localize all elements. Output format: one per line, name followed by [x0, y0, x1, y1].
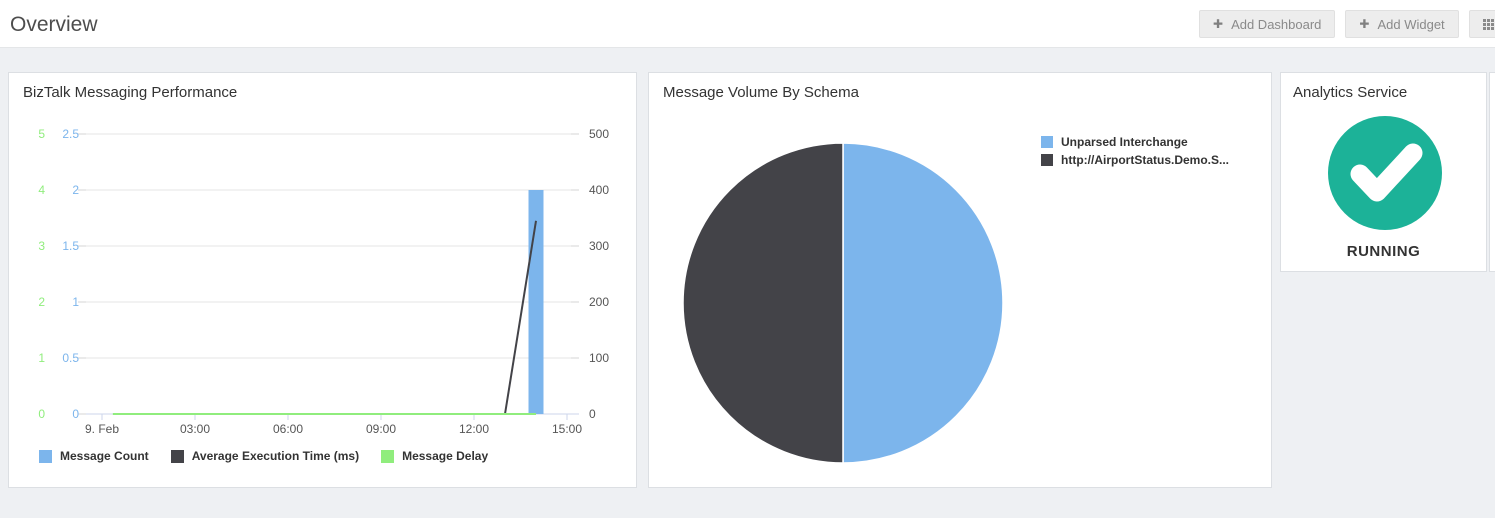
legend-label: Message Count: [60, 449, 149, 463]
widget-title: BizTalk Messaging Performance: [23, 84, 238, 101]
svg-text:0.5: 0.5: [62, 351, 79, 365]
legend-item[interactable]: Unparsed Interchange: [1041, 135, 1229, 149]
widget-title: Message Volume By Schema: [663, 84, 859, 101]
legend-item[interactable]: Message Count: [39, 449, 149, 463]
legend-label: Average Execution Time (ms): [191, 449, 360, 463]
schema-pie-svg[interactable]: [649, 73, 1273, 489]
series-line[interactable]: [504, 220, 537, 415]
svg-text:15:00: 15:00: [552, 422, 582, 436]
legend-swatch: [1041, 154, 1053, 166]
add-widget-label: Add Widget: [1377, 16, 1445, 32]
svg-text:1: 1: [72, 295, 79, 309]
legend-item[interactable]: http://AirportStatus.Demo.S...: [1041, 153, 1229, 167]
svg-text:500: 500: [589, 127, 609, 141]
svg-text:200: 200: [589, 295, 609, 309]
y-axis-labels: 0 0 0 1 0.5 100 2 1 200 3 1.5 300 4 2 400 5 2.5 500: [38, 127, 609, 421]
svg-text:4: 4: [38, 183, 45, 197]
legend-item[interactable]: Average Execution Time (ms): [170, 449, 360, 463]
svg-text:0: 0: [38, 407, 45, 421]
legend-swatch: [381, 449, 395, 463]
schema-legend: Unparsed Interchange http://AirportStatus…: [1041, 135, 1229, 167]
svg-text:0: 0: [589, 407, 596, 421]
customize-button[interactable]: Cus: [1468, 10, 1495, 38]
x-axis: 9. Feb 03:00 06:00 09:00 12:00 15:00: [85, 413, 582, 436]
widget-title: Analytics Service: [1293, 84, 1408, 101]
svg-text:100: 100: [589, 351, 609, 365]
svg-text:09:00: 09:00: [366, 422, 396, 436]
pie-slice[interactable]: [682, 142, 844, 464]
status-badge: RUNNING: [1346, 243, 1421, 260]
y-gridlines: [78, 133, 579, 415]
svg-text:2: 2: [38, 295, 45, 309]
svg-text:06:00: 06:00: [273, 422, 303, 436]
svg-text:300: 300: [589, 239, 609, 253]
performance-chart-svg[interactable]: 0 0 0 1 0.5 100 2 1 200 3 1.5 300 4 2 400 5 2.5 500 9. Feb…: [9, 73, 638, 443]
widget-messaging-performance: BizTalk Messaging Performance 0 0 0 1 0.5 100…: [8, 72, 637, 488]
svg-text:03:00: 03:00: [180, 422, 210, 436]
svg-text:1.5: 1.5: [62, 239, 79, 253]
add-widget-button[interactable]: ✚ Add Widget: [1345, 10, 1459, 38]
performance-legend: Message Count Average Execution Time (ms)…: [39, 449, 488, 463]
legend-label: http://AirportStatus.Demo.S...: [1061, 153, 1229, 167]
legend-swatch: [1041, 136, 1053, 148]
legend-label: Message Delay: [402, 449, 489, 463]
widget-analytics-service: Analytics Service RUNNING: [1280, 72, 1487, 272]
svg-text:12:00: 12:00: [459, 422, 489, 436]
svg-text:400: 400: [589, 183, 609, 197]
status-check-icon: [1328, 116, 1442, 230]
pie-slice[interactable]: [842, 142, 1004, 464]
add-dashboard-button[interactable]: ✚ Add Dashboard: [1199, 10, 1336, 38]
header-button-row: ✚ Add Dashboard ✚ Add Widget Cus: [1199, 10, 1495, 38]
legend-swatch: [170, 449, 184, 463]
page-title: Overview: [10, 13, 98, 36]
widget-message-volume-by-schema: Message Volume By Schema Unparsed Interc…: [648, 72, 1272, 488]
svg-text:2: 2: [72, 183, 79, 197]
svg-text:5: 5: [38, 127, 45, 141]
svg-text:2.5: 2.5: [62, 127, 79, 141]
check-icon: [1350, 143, 1423, 202]
partial-widget: [1489, 72, 1495, 272]
legend-label: Unparsed Interchange: [1061, 135, 1188, 149]
plus-icon: ✚: [1359, 17, 1370, 31]
legend-swatch: [39, 449, 52, 463]
svg-text:1: 1: [38, 351, 45, 365]
add-dashboard-label: Add Dashboard: [1231, 16, 1322, 32]
grid-icon: [1482, 18, 1494, 30]
svg-text:0: 0: [72, 407, 79, 421]
svg-text:9. Feb: 9. Feb: [85, 422, 119, 436]
svg-text:3: 3: [38, 239, 45, 253]
legend-item[interactable]: Message Delay: [381, 449, 488, 463]
plus-icon: ✚: [1213, 17, 1224, 31]
